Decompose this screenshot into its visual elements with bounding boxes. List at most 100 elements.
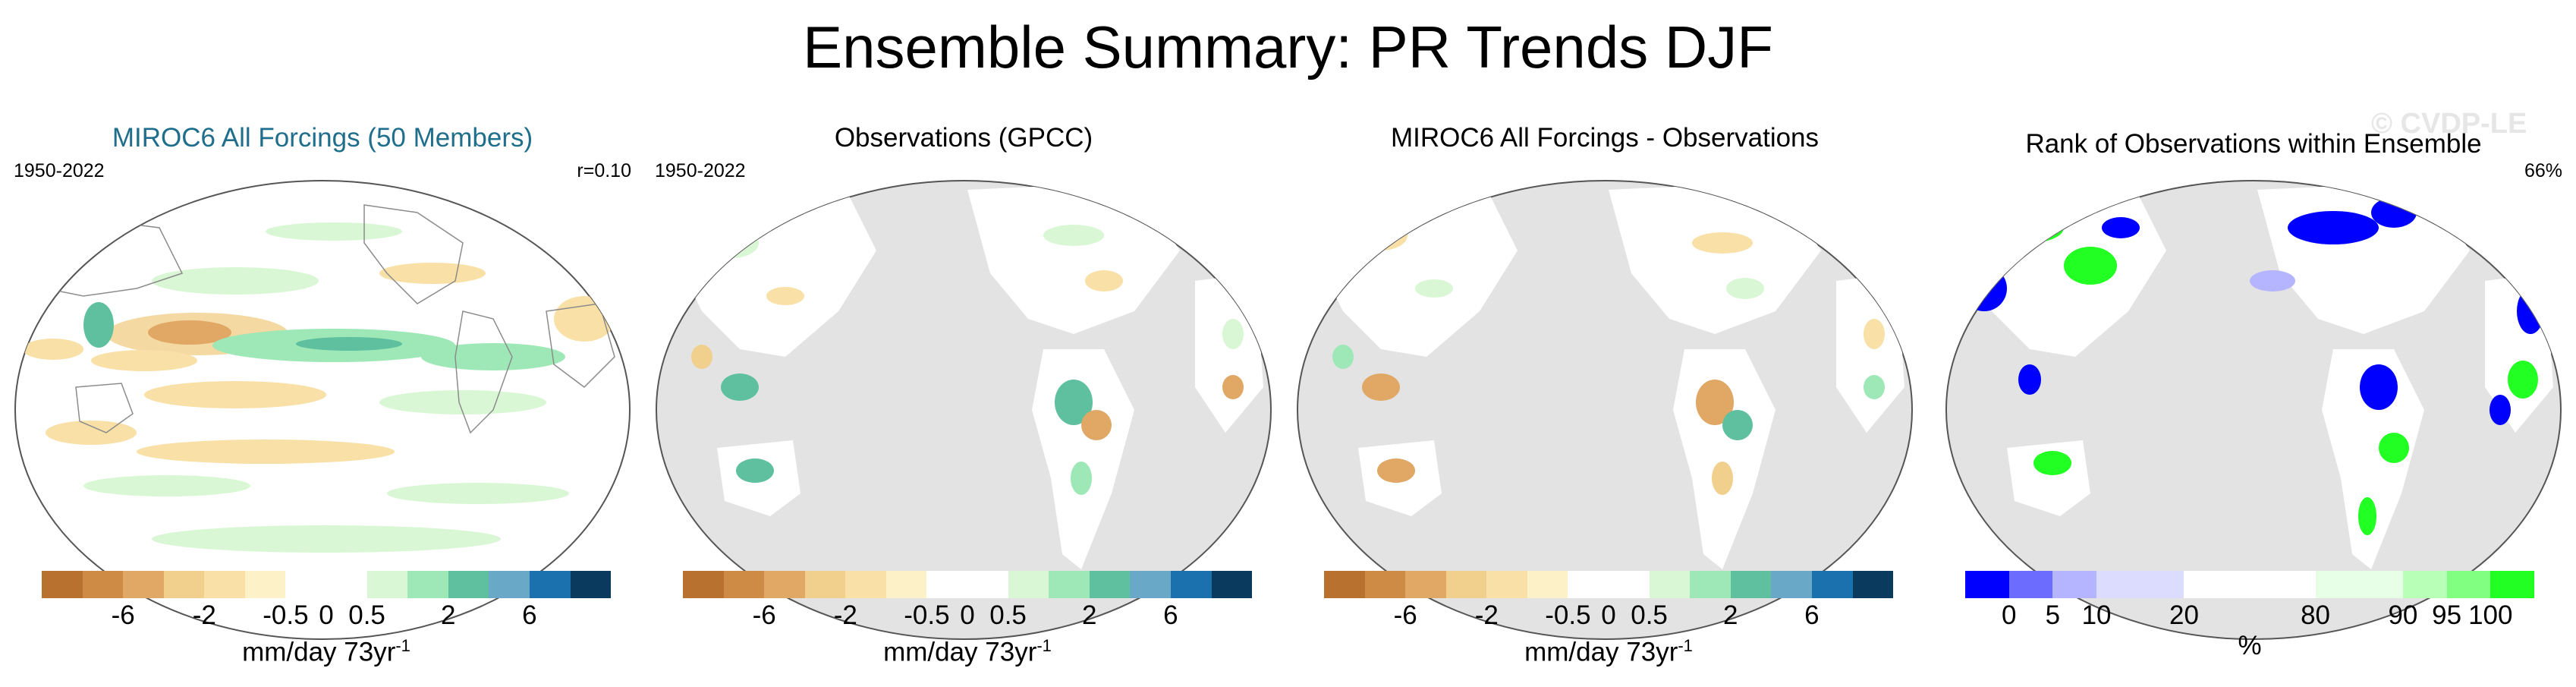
colorbar-swatch <box>723 571 765 598</box>
colorbar-tick-label: -6 <box>752 600 776 630</box>
colorbar-tick-label: 6 <box>1804 600 1820 630</box>
colorbar-swatch <box>2228 571 2272 598</box>
colorbar-swatch <box>366 571 408 598</box>
colorbar-tick-label: 90 <box>2388 600 2418 630</box>
colorbar-tick-label: 95 <box>2432 600 2462 630</box>
colorbar-tick-label: 0.5 <box>1631 600 1668 630</box>
colorbar-swatch <box>1405 571 1446 598</box>
colorbar-swatch <box>1965 571 2009 598</box>
colorbar-model <box>42 571 612 598</box>
colorbar-swatch <box>1771 571 1812 598</box>
colorbar-swatch <box>1568 571 1609 598</box>
colorbar-difference <box>1324 571 1894 598</box>
colorbar-swatch <box>1852 571 1894 598</box>
colorbar-swatch <box>2052 571 2097 598</box>
colorbar-tick-label: 80 <box>2301 600 2330 630</box>
colorbar-swatch <box>2008 571 2053 598</box>
colorbar-swatch <box>570 571 612 598</box>
panel-title: Rank of Observations within Ensemble <box>2025 129 2482 159</box>
colorbar-tick-label: -2 <box>833 600 857 630</box>
colorbar-tick-label: 0.5 <box>348 600 385 630</box>
colorbar-tick-label: 0 <box>319 600 334 630</box>
colorbar-swatch <box>1008 571 1049 598</box>
colorbar-swatch <box>42 571 83 598</box>
panel-title: Observations (GPCC) <box>834 123 1093 153</box>
colorbar-tick-label: -0.5 <box>904 600 950 630</box>
colorbar-swatch <box>1324 571 1365 598</box>
colorbar-tick-label: 6 <box>522 600 537 630</box>
colorbar-swatch <box>2446 571 2491 598</box>
colorbar-swatch <box>1527 571 1568 598</box>
colorbar-swatch <box>204 571 245 598</box>
colorbar-swatch <box>1130 571 1171 598</box>
colorbar-swatch <box>1730 571 1772 598</box>
model-trend-map <box>14 180 631 640</box>
model-trend-field <box>23 204 615 594</box>
colorbar-swatch <box>285 571 327 598</box>
colorbar-swatch <box>326 571 367 598</box>
figure-title: Ensemble Summary: PR Trends DJF <box>803 14 1773 80</box>
colorbar-tick-label: -6 <box>111 600 135 630</box>
colorbar-tick-label: -2 <box>192 600 216 630</box>
colorbar-swatch <box>1811 571 1853 598</box>
colorbar-tick-label: 0 <box>960 600 975 630</box>
colorbar-swatch <box>2315 571 2360 598</box>
colorbar-swatch <box>244 571 286 598</box>
observations-map <box>656 180 1272 640</box>
period-label: 1950-2022 <box>655 160 746 181</box>
colorbar-swatch <box>82 571 124 598</box>
colorbar-swatch <box>1609 571 1650 598</box>
colorbar-swatch <box>885 571 927 598</box>
colorbar-tick-label: 5 <box>2045 600 2061 630</box>
colorbar-units-label: mm/day 73yr-1 <box>1524 636 1693 667</box>
colorbar-units-label: mm/day 73yr-1 <box>242 636 410 667</box>
colorbar-tick-label: -6 <box>1393 600 1417 630</box>
panel-observations: Observations (GPCC) 1950-2022 <box>649 114 1279 668</box>
colorbar-swatch <box>1170 571 1212 598</box>
colorbar-swatch <box>1690 571 1731 598</box>
colorbar-tick-label: 0 <box>2001 600 2017 630</box>
panel-rank: Rank of Observations within Ensemble 66% <box>1939 114 2568 668</box>
panel-title: MIROC6 All Forcings - Observations <box>1390 123 1820 153</box>
colorbar-swatch <box>1364 571 1406 598</box>
colorbar-tick-label: -0.5 <box>1545 600 1591 630</box>
colorbar-tick-label: -0.5 <box>263 600 309 630</box>
rank-percent-label: 66% <box>2524 160 2562 181</box>
colorbar-tick-label: 20 <box>2169 600 2199 630</box>
correlation-label: r=0.10 <box>577 160 631 181</box>
colorbar-swatch <box>1445 571 1487 598</box>
colorbar-swatch <box>448 571 489 598</box>
rank-map <box>1945 180 2562 640</box>
colorbar-swatch <box>764 571 805 598</box>
period-label: 1950-2022 <box>14 160 105 181</box>
colorbar-swatch <box>926 571 968 598</box>
colorbar-tick-label: 2 <box>1081 600 1097 630</box>
watermark: © CVDP-LE <box>2371 108 2527 140</box>
colorbar-tick-label: -2 <box>1474 600 1499 630</box>
colorbar-swatch <box>1211 571 1253 598</box>
colorbar-tick-label: 10 <box>2081 600 2112 630</box>
colorbar-swatch <box>1649 571 1691 598</box>
colorbar-swatch <box>804 571 846 598</box>
colorbar-swatch <box>407 571 448 598</box>
colorbar-units-label: % <box>2238 631 2262 660</box>
colorbar-swatch <box>2402 571 2447 598</box>
colorbar-swatch <box>683 571 724 598</box>
colorbar-tick-label: 0.5 <box>989 600 1027 630</box>
panel-model-trend: MIROC6 All Forcings (50 Members) 1950-20… <box>8 114 637 668</box>
difference-map <box>1297 180 1913 640</box>
colorbar-tick-label: 0 <box>1601 600 1616 630</box>
colorbar-swatch <box>967 571 1008 598</box>
colorbar-tick-label: 100 <box>2468 600 2513 630</box>
colorbar-swatch <box>163 571 205 598</box>
panel-title: MIROC6 All Forcings (50 Members) <box>112 123 533 153</box>
colorbar-swatch <box>2359 571 2403 598</box>
colorbar-observations <box>683 571 1253 598</box>
colorbar-rank <box>1965 571 2534 598</box>
colorbar-swatch <box>529 571 571 598</box>
colorbar-swatch <box>2271 571 2316 598</box>
colorbar-swatch <box>489 571 530 598</box>
colorbar-swatch <box>1486 571 1527 598</box>
colorbar-swatch <box>845 571 886 598</box>
colorbar-swatch <box>1049 571 1090 598</box>
